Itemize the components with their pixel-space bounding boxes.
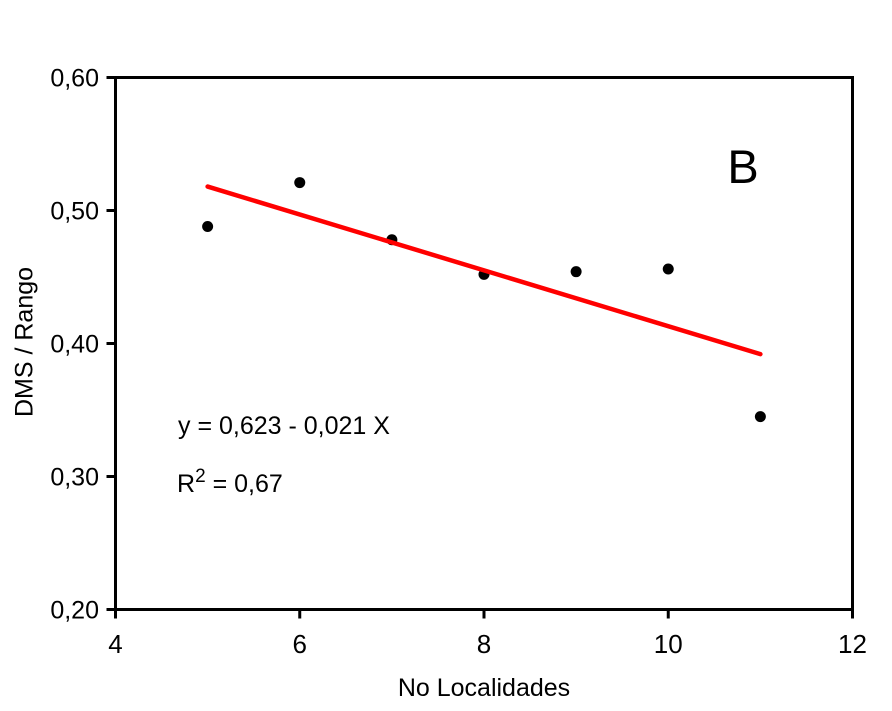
data-point: [754, 411, 766, 423]
y-tick-label: 0,20: [50, 597, 99, 625]
y-axis-title: DMS / Rango: [10, 266, 39, 418]
y-tick-label: 0,60: [50, 65, 99, 93]
r-squared-value: = 0,67: [205, 470, 283, 498]
y-tick-label: 0,40: [50, 331, 99, 359]
data-point: [662, 263, 674, 275]
y-tick-label: 0,30: [50, 464, 99, 492]
x-axis-title: No Localidades: [397, 674, 571, 702]
x-tick-label: 4: [108, 629, 122, 659]
y-tick-label: 0,50: [50, 198, 99, 226]
data-point: [202, 220, 214, 232]
r-squared-label: R2 = 0,67: [177, 467, 283, 498]
regression-equation-label: y = 0,623 - 0,021 X: [178, 412, 390, 440]
r-squared-base: R: [177, 470, 196, 498]
x-tick-label: 8: [477, 629, 491, 659]
regression-line: [205, 184, 763, 357]
data-point: [294, 177, 306, 189]
r-squared-superscript: 2: [195, 466, 206, 487]
panel-label: B: [727, 140, 759, 193]
x-tick-label: 6: [293, 629, 307, 659]
x-tick-label: 12: [838, 629, 867, 659]
x-tick-label: 10: [654, 629, 683, 659]
data-point: [570, 266, 582, 278]
